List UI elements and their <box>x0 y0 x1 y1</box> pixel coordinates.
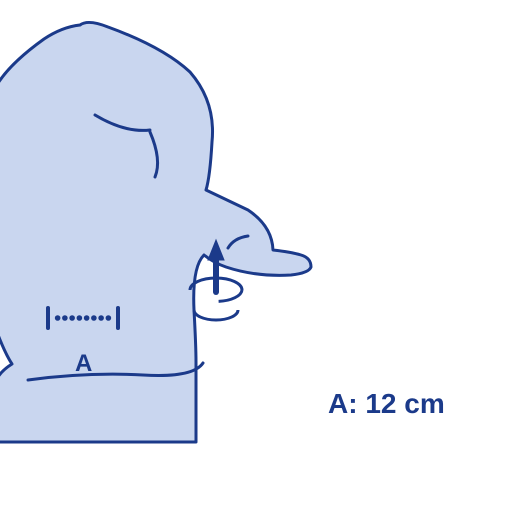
measurement-legend: A: 12 cm <box>328 388 445 420</box>
sizing-diagram: A A: 12 cm <box>0 0 510 510</box>
circumference-arrow-icon <box>0 0 510 510</box>
measurement-label-a: A <box>75 350 92 378</box>
